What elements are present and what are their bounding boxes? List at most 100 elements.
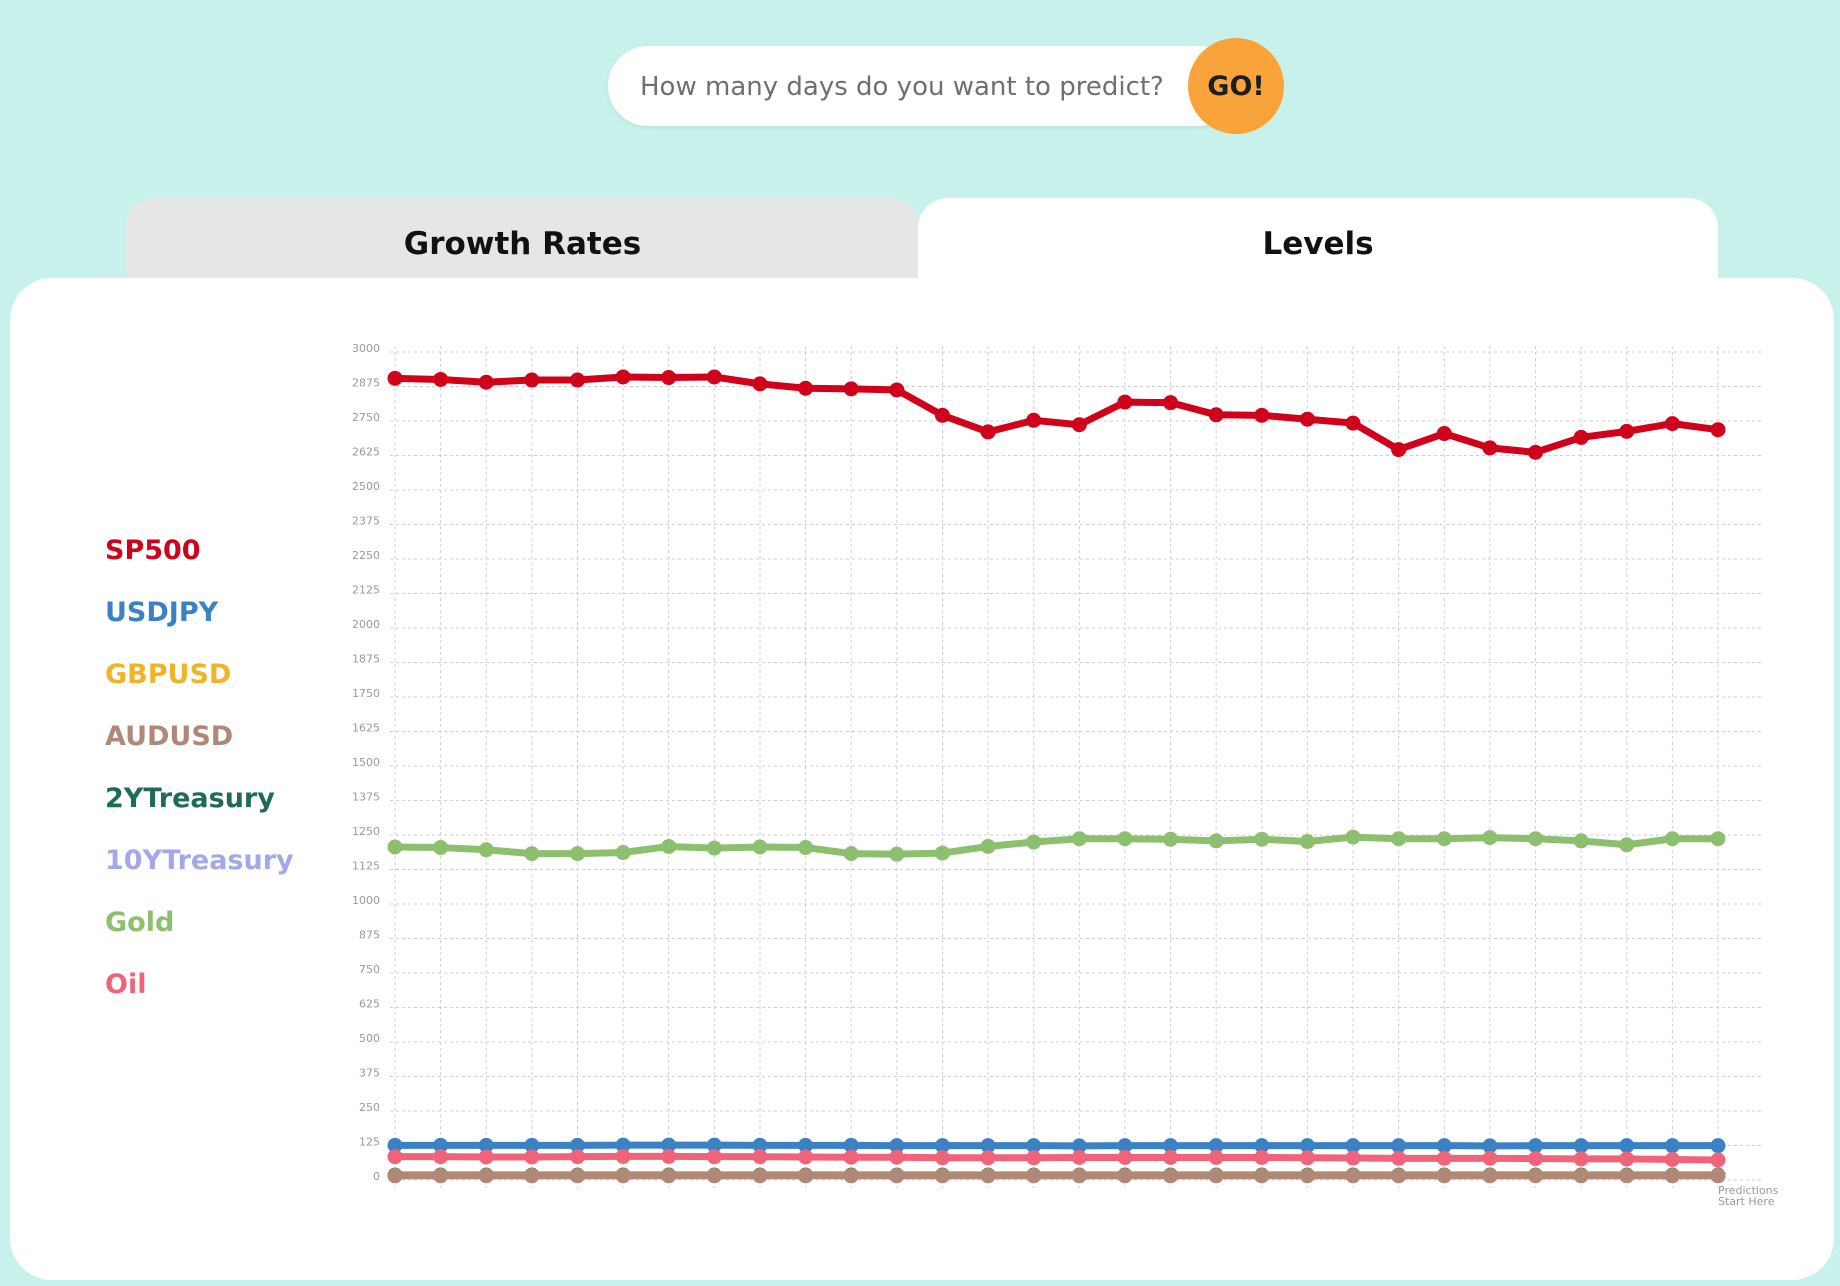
go-button[interactable]: GO!	[1188, 38, 1284, 134]
data-point-usdjpy	[1117, 1138, 1133, 1154]
data-point-oil	[1299, 1150, 1315, 1166]
data-point-oil	[1345, 1150, 1361, 1166]
data-point-oil	[615, 1148, 631, 1164]
data-point-audusd	[1710, 1168, 1726, 1184]
data-point-sp500	[1482, 440, 1498, 456]
data-point-usdjpy	[934, 1138, 950, 1154]
y-tick-label: 1000	[352, 894, 380, 907]
data-point-gold	[1117, 831, 1133, 847]
series-line-gold	[391, 833, 1722, 858]
data-point-audusd	[524, 1168, 540, 1184]
data-point-oil	[1619, 1151, 1635, 1167]
data-point-audusd	[387, 1168, 403, 1184]
data-point-oil	[1573, 1151, 1589, 1167]
data-point-oil	[752, 1149, 768, 1165]
data-point-usdjpy	[752, 1137, 768, 1153]
data-point-gold	[1254, 831, 1270, 847]
data-point-audusd	[1482, 1168, 1498, 1184]
data-point-oil	[1391, 1150, 1407, 1166]
data-point-usdjpy	[980, 1138, 996, 1154]
data-point-usdjpy	[1436, 1138, 1452, 1154]
data-point-gold	[706, 840, 722, 856]
data-point-gold	[1482, 830, 1498, 846]
y-tick-label: 1500	[352, 756, 380, 769]
data-point-gold	[1664, 831, 1680, 847]
data-point-sp500	[661, 370, 677, 386]
data-point-audusd	[433, 1168, 449, 1184]
legend-item-gold[interactable]: Gold	[105, 907, 175, 938]
data-point-usdjpy	[1071, 1138, 1087, 1154]
data-point-sp500	[1163, 395, 1179, 411]
data-point-sp500	[889, 382, 905, 398]
data-point-sp500	[1619, 423, 1635, 439]
data-point-oil	[433, 1149, 449, 1165]
data-point-oil	[661, 1148, 677, 1164]
data-point-sp500	[387, 370, 403, 386]
data-point-sp500	[1117, 394, 1133, 410]
data-point-sp500	[1071, 417, 1087, 433]
data-point-sp500	[1664, 416, 1680, 432]
data-point-usdjpy	[1299, 1138, 1315, 1154]
data-point-sp500	[1436, 426, 1452, 442]
data-point-gold	[615, 845, 631, 861]
data-point-gold	[478, 842, 494, 858]
y-tick-label: 2250	[352, 549, 380, 562]
days-input[interactable]	[638, 46, 1202, 128]
data-point-oil	[1254, 1150, 1270, 1166]
y-tick-label: 1875	[352, 653, 380, 666]
series-line-oil	[391, 1152, 1722, 1164]
data-point-audusd	[1345, 1168, 1361, 1184]
data-point-oil	[1528, 1151, 1544, 1167]
data-point-usdjpy	[1254, 1138, 1270, 1154]
data-point-audusd	[980, 1168, 996, 1184]
data-point-usdjpy	[1619, 1138, 1635, 1154]
data-point-usdjpy	[1664, 1138, 1680, 1154]
y-tick-label: 625	[359, 998, 380, 1011]
data-point-audusd	[661, 1168, 677, 1184]
data-point-audusd	[1619, 1168, 1635, 1184]
data-point-gold	[1026, 834, 1042, 850]
data-point-sp500	[1299, 411, 1315, 427]
series-legend: SP500 USDJPY GBPUSD AUDUSD 2YTreasury 10…	[105, 532, 294, 1028]
data-point-oil	[1482, 1150, 1498, 1166]
data-point-gold	[934, 845, 950, 861]
legend-item-10ytreasury[interactable]: 10YTreasury	[105, 845, 294, 876]
legend-item-2ytreasury[interactable]: 2YTreasury	[105, 783, 275, 814]
data-point-audusd	[1163, 1168, 1179, 1184]
legend-item-sp500[interactable]: SP500	[105, 535, 201, 566]
data-point-usdjpy	[1528, 1138, 1544, 1154]
legend-item-gbpusd[interactable]: GBPUSD	[105, 659, 232, 690]
data-point-audusd	[1071, 1168, 1087, 1184]
data-point-gold	[752, 839, 768, 855]
data-point-sp500	[615, 369, 631, 385]
data-point-audusd	[478, 1168, 494, 1184]
data-point-sp500	[433, 371, 449, 387]
data-point-audusd	[569, 1168, 585, 1184]
data-point-usdjpy	[1391, 1138, 1407, 1154]
data-point-usdjpy	[524, 1137, 540, 1153]
legend-item-audusd[interactable]: AUDUSD	[105, 721, 234, 752]
y-tick-label: 3000	[352, 342, 380, 355]
data-point-audusd	[1436, 1168, 1452, 1184]
data-point-oil	[1117, 1150, 1133, 1166]
data-point-gold	[1163, 831, 1179, 847]
data-point-oil	[798, 1149, 814, 1165]
y-tick-label: 2875	[352, 377, 380, 390]
data-point-audusd	[1208, 1168, 1224, 1184]
legend-item-usdjpy[interactable]: USDJPY	[105, 597, 219, 628]
y-tick-label: 2500	[352, 480, 380, 493]
predictions-annotation: Start Here	[1718, 1195, 1775, 1208]
data-point-sp500	[843, 381, 859, 397]
data-point-oil	[1071, 1150, 1087, 1166]
data-point-usdjpy	[706, 1137, 722, 1153]
legend-item-oil[interactable]: Oil	[105, 969, 147, 1000]
tab-levels[interactable]: Levels	[918, 198, 1718, 290]
data-point-gold	[889, 846, 905, 862]
data-point-oil	[478, 1149, 494, 1165]
search-bar	[608, 46, 1238, 128]
tab-label: Growth Rates	[403, 226, 642, 262]
data-point-sp500	[706, 369, 722, 385]
data-point-oil	[569, 1149, 585, 1165]
y-tick-label: 1375	[352, 791, 380, 804]
tab-growth-rates[interactable]: Growth Rates	[125, 198, 920, 290]
